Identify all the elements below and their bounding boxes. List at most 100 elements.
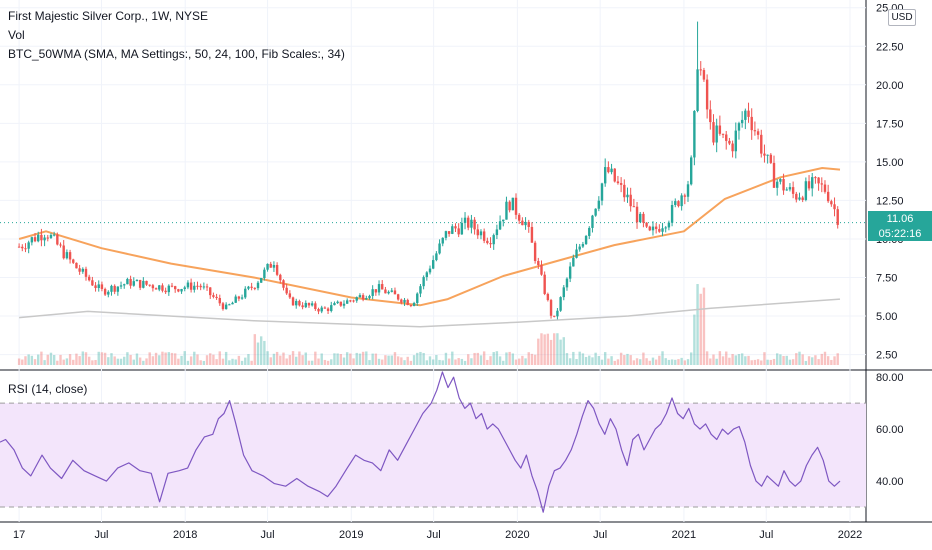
candle-body (275, 264, 279, 275)
volume-bar (725, 351, 728, 365)
volume-bar (368, 360, 371, 365)
volume-bar (603, 352, 607, 365)
candle-body (750, 116, 753, 131)
volume-bar (164, 352, 167, 365)
volume-bar (170, 352, 174, 365)
candle-body (65, 252, 69, 259)
candle-body (715, 125, 718, 143)
candle-body (142, 280, 145, 288)
volume-bar (304, 352, 307, 365)
volume-bar (298, 351, 301, 365)
volume-bar (476, 352, 479, 365)
volume-legend[interactable]: Vol (8, 28, 25, 42)
candle-body (705, 79, 709, 110)
volume-bar (549, 339, 553, 365)
currency-badge[interactable]: USD (888, 9, 916, 26)
volume-bar (486, 359, 489, 365)
volume-bar (431, 359, 435, 365)
volume-bar (266, 351, 269, 365)
candle-body (470, 219, 473, 228)
candle-body (486, 240, 489, 244)
volume-bar (142, 360, 145, 365)
candle-body (441, 237, 444, 244)
volume-bar (645, 358, 648, 365)
candle-body (788, 187, 792, 190)
volume-bar (138, 357, 142, 365)
chart-title[interactable]: First Majestic Silver Corp., 1W, NYSE (8, 9, 209, 23)
candle-body (412, 302, 416, 306)
candle-body (782, 179, 785, 191)
candle-body (406, 299, 409, 306)
candle-body (546, 293, 550, 301)
candle-body (135, 279, 139, 282)
time-tick-label: Jul (94, 529, 108, 541)
candle-body (689, 157, 693, 185)
volume-bar (591, 357, 594, 365)
volume-bar (674, 359, 677, 365)
candle-body (658, 229, 661, 232)
price-tick-label: 5.00 (876, 311, 897, 323)
candle-body (651, 226, 655, 231)
candle-body (613, 168, 616, 182)
volume-bar (616, 359, 620, 365)
volume-bar (572, 351, 575, 365)
volume-bar (521, 355, 524, 365)
volume-bar (33, 359, 37, 365)
candle-body (511, 197, 515, 211)
volume-bar (320, 353, 323, 365)
volume-bar (259, 336, 263, 365)
volume-bar (228, 360, 231, 365)
volume-bar (502, 360, 505, 365)
volume-bar (699, 293, 702, 365)
candle-body (607, 167, 610, 173)
volume-bar (651, 357, 655, 365)
candle-body (575, 249, 578, 258)
candle-body (403, 299, 406, 303)
candle-body (801, 197, 804, 200)
candle-body (489, 243, 492, 245)
volume-bar (635, 358, 639, 365)
candle-body (177, 289, 180, 292)
candle-body (772, 162, 776, 188)
candle-body (460, 222, 464, 235)
candle-body (517, 214, 521, 221)
candle-body (600, 183, 604, 201)
candle-body (148, 284, 151, 286)
time-tick-label: 17 (13, 529, 25, 541)
candle-body (734, 130, 737, 152)
candle-body (247, 286, 250, 289)
volume-bar (788, 359, 792, 365)
candle-body (508, 201, 511, 211)
candle-body (330, 305, 333, 311)
volume-bar (416, 352, 419, 365)
volume-bar (632, 360, 636, 365)
volume-bar (103, 352, 107, 365)
volume-bar (581, 353, 585, 365)
volume-bar (795, 353, 798, 365)
volume-bar (349, 353, 352, 365)
volume-bar (667, 359, 671, 365)
volume-bar (158, 355, 161, 365)
volume-bar (24, 356, 27, 365)
candle-body (584, 235, 588, 245)
volume-bar (709, 358, 712, 365)
volume-bar (498, 356, 502, 365)
candle-body (699, 69, 702, 71)
volume-bar (113, 356, 116, 365)
candle-body (209, 287, 212, 296)
indicator-legend[interactable]: BTC_50WMA (SMA, MA Settings:, 50, 24, 10… (8, 47, 345, 61)
volume-bar (785, 355, 788, 365)
candle-body (301, 305, 304, 308)
volume-bar (336, 353, 339, 365)
volume-bar (377, 358, 381, 365)
volume-bar (355, 352, 358, 365)
volume-bar (119, 358, 123, 365)
candle-body (740, 119, 744, 124)
volume-bar (565, 353, 569, 365)
volume-bar (193, 351, 196, 365)
rsi-legend[interactable]: RSI (14, close) (8, 382, 88, 396)
volume-bar (435, 355, 438, 365)
candle-body (623, 184, 626, 198)
candle-body (492, 235, 495, 245)
volume-bar (151, 356, 155, 365)
